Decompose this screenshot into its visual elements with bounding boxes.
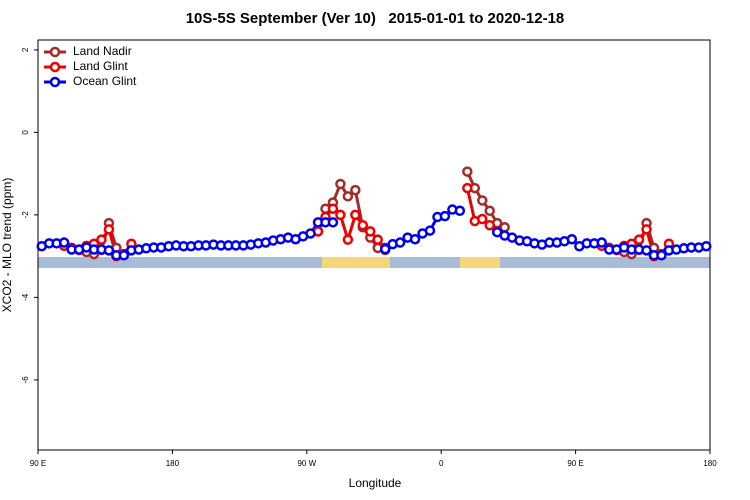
data-point: [372, 234, 383, 245]
data-point: [365, 226, 376, 237]
legend-marker: [49, 61, 61, 73]
data-point: [58, 237, 70, 248]
y-tick-label: -2: [21, 211, 30, 219]
x-tick-label: 0: [439, 459, 444, 468]
land-patch: [460, 257, 500, 268]
y-tick-label: 0: [21, 130, 30, 135]
x-tick-label: 180: [166, 459, 180, 468]
x-tick-label: 90 E: [30, 459, 46, 468]
data-point: [701, 240, 712, 252]
data-point: [379, 243, 391, 255]
x-axis-label: Longitude: [349, 476, 402, 490]
data-point: [357, 219, 369, 231]
data-point: [484, 219, 495, 231]
data-point: [656, 250, 667, 261]
x-tick-label: 90 E: [567, 459, 583, 468]
data-point: [641, 245, 652, 256]
data-point: [477, 195, 488, 206]
y-tick-label: 2: [21, 47, 30, 52]
y-tick-label: -4: [21, 293, 30, 301]
chart-title: 10S-5S September (Ver 10) 2015-01-01 to …: [186, 10, 565, 27]
y-tick-label: -6: [21, 376, 30, 384]
legend-marker: [49, 76, 61, 88]
legend-marker: [49, 46, 61, 58]
data-point: [566, 233, 578, 245]
data-point: [335, 178, 346, 190]
data-point: [327, 203, 339, 214]
x-tick-label: 180: [703, 459, 717, 468]
data-point: [633, 234, 645, 245]
data-point: [409, 233, 421, 245]
legend-label: Land Nadir: [73, 44, 132, 58]
data-point: [305, 228, 316, 239]
x-tick-label: 90 W: [297, 459, 316, 468]
data-point: [342, 234, 354, 245]
data-point: [462, 166, 473, 177]
data-point: [342, 191, 354, 202]
data-point: [424, 225, 436, 236]
data-point: [350, 209, 361, 221]
data-point: [454, 205, 466, 217]
data-point: [484, 205, 495, 217]
data-point: [477, 213, 488, 225]
y-axis-label: XCO2 - MLO trend (ppm): [0, 178, 14, 313]
data-point: [96, 234, 107, 245]
data-point: [327, 217, 339, 228]
data-point: [103, 224, 115, 235]
data-point: [118, 250, 130, 261]
data-point: [439, 210, 451, 222]
data-point: [641, 224, 652, 235]
data-point: [462, 182, 473, 194]
data-point: [394, 237, 406, 248]
legend-label: Ocean Glint: [73, 74, 137, 88]
land-patch: [322, 257, 390, 268]
data-point: [596, 237, 607, 248]
data-point: [335, 209, 346, 221]
data-point: [103, 245, 115, 256]
legend-label: Land Glint: [73, 59, 128, 73]
data-point: [350, 184, 361, 196]
